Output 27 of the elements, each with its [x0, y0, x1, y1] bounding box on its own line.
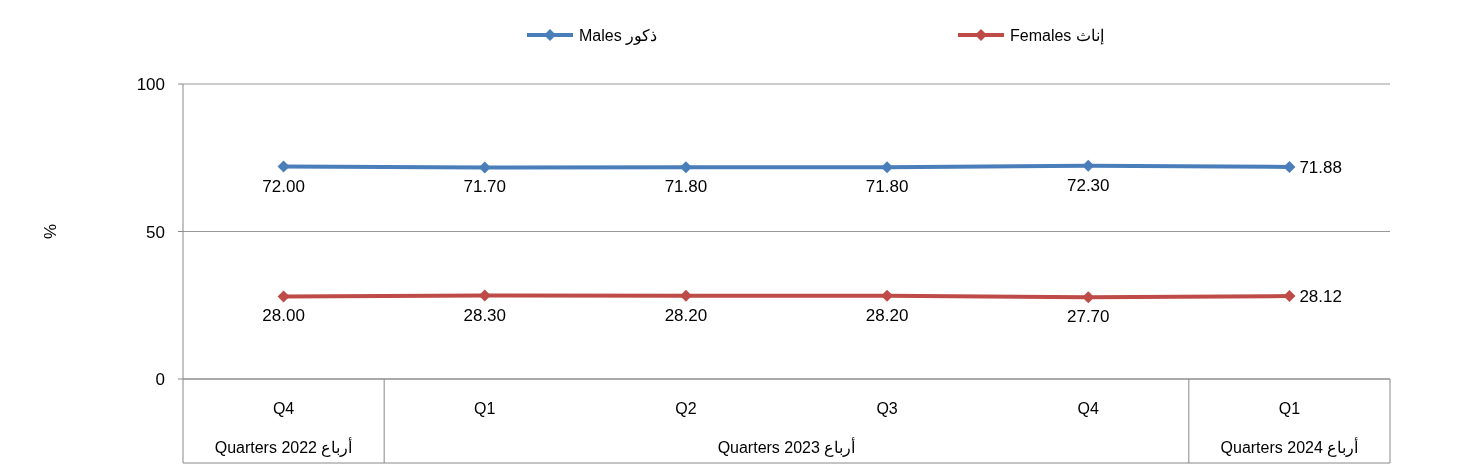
x-tick-label: Q4 — [272, 400, 295, 417]
data-label: 71.70 — [463, 177, 507, 197]
data-label: 28.12 — [1299, 287, 1342, 307]
data-label: 72.00 — [262, 176, 305, 196]
text: Quarters 2024 أرباع — [1220, 437, 1359, 457]
data-label: 28.20 — [865, 305, 909, 325]
x-tick-label: Q4 — [1077, 400, 1100, 417]
data-label: 71.88 — [1299, 157, 1342, 177]
data-label: 71.80 — [664, 177, 708, 197]
data-label: 27.70 — [1066, 307, 1110, 327]
x-tick-label: Q3 — [876, 400, 898, 417]
data-label: 28.20 — [664, 305, 708, 325]
legend-label: Females إناث — [1010, 27, 1104, 45]
data-label: 72.30 — [1066, 175, 1110, 195]
y-tick-label: 0 — [155, 370, 165, 389]
data-label: 28.00 — [262, 306, 305, 326]
y-tick-label: 100 — [136, 75, 165, 94]
data-label: 28.30 — [463, 305, 507, 325]
text: Quarters 2023 أرباع — [717, 437, 856, 457]
legend-label: Males ذكور — [579, 27, 658, 45]
x-tick-label: Q1 — [474, 400, 496, 417]
x-tick-label: Q2 — [675, 400, 697, 417]
y-tick-label: 50 — [146, 222, 165, 242]
y-axis-title: % — [41, 223, 60, 240]
data-label: 71.80 — [865, 177, 909, 197]
x-tick-label: Q1 — [1278, 400, 1301, 417]
text: Quarters 2022 أرباع — [214, 437, 353, 457]
